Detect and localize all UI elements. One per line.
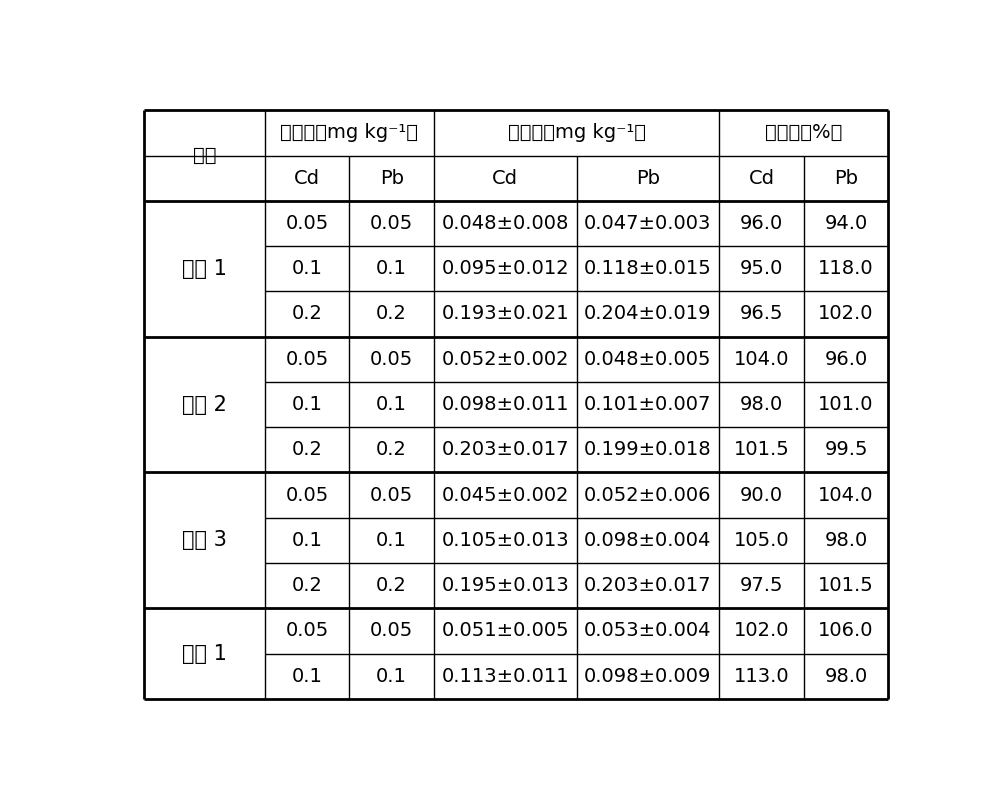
Text: 113.0: 113.0 (734, 667, 789, 686)
Text: 0.05: 0.05 (370, 214, 413, 233)
Text: 0.098±0.009: 0.098±0.009 (584, 667, 711, 686)
Text: 0.203±0.017: 0.203±0.017 (441, 440, 569, 459)
Text: 0.1: 0.1 (292, 667, 322, 686)
Text: 0.047±0.003: 0.047±0.003 (584, 214, 711, 233)
Text: 0.052±0.002: 0.052±0.002 (441, 350, 569, 369)
Text: 0.193±0.021: 0.193±0.021 (441, 304, 569, 323)
Text: 98.0: 98.0 (824, 531, 868, 550)
Text: 0.05: 0.05 (285, 350, 329, 369)
Text: 104.0: 104.0 (734, 350, 789, 369)
Text: 0.053±0.004: 0.053±0.004 (584, 622, 712, 641)
Text: 0.203±0.017: 0.203±0.017 (584, 576, 712, 595)
Text: 101.5: 101.5 (818, 576, 874, 595)
Text: 0.101±0.007: 0.101±0.007 (584, 395, 711, 414)
Text: 0.1: 0.1 (376, 259, 407, 278)
Text: 118.0: 118.0 (818, 259, 874, 278)
Text: 0.05: 0.05 (285, 214, 329, 233)
Text: 0.05: 0.05 (370, 622, 413, 641)
Text: 0.2: 0.2 (376, 440, 407, 459)
Text: 105.0: 105.0 (734, 531, 789, 550)
Text: 0.048±0.005: 0.048±0.005 (584, 350, 712, 369)
Text: 回收率（%）: 回收率（%） (765, 124, 842, 143)
Text: 0.05: 0.05 (285, 622, 329, 641)
Text: 0.2: 0.2 (376, 304, 407, 323)
Text: 0.113±0.011: 0.113±0.011 (441, 667, 569, 686)
Text: 0.1: 0.1 (292, 531, 322, 550)
Text: 98.0: 98.0 (824, 667, 868, 686)
Text: 94.0: 94.0 (824, 214, 868, 233)
Text: 99.5: 99.5 (824, 440, 868, 459)
Text: 101.0: 101.0 (818, 395, 874, 414)
Text: 106.0: 106.0 (818, 622, 874, 641)
Text: 0.05: 0.05 (370, 350, 413, 369)
Text: 0.199±0.018: 0.199±0.018 (584, 440, 712, 459)
Text: 0.2: 0.2 (376, 576, 407, 595)
Text: 101.5: 101.5 (734, 440, 789, 459)
Text: 96.0: 96.0 (740, 214, 783, 233)
Text: 96.5: 96.5 (740, 304, 783, 323)
Text: 97.5: 97.5 (740, 576, 783, 595)
Text: 102.0: 102.0 (734, 622, 789, 641)
Text: 0.05: 0.05 (285, 485, 329, 505)
Text: 0.048±0.008: 0.048±0.008 (442, 214, 569, 233)
Text: 0.2: 0.2 (292, 440, 322, 459)
Text: 0.098±0.004: 0.098±0.004 (584, 531, 711, 550)
Text: 0.045±0.002: 0.045±0.002 (441, 485, 569, 505)
Text: 0.118±0.015: 0.118±0.015 (584, 259, 712, 278)
Text: 102.0: 102.0 (818, 304, 874, 323)
Text: 96.0: 96.0 (824, 350, 868, 369)
Text: Pb: Pb (636, 169, 660, 188)
Text: 0.095±0.012: 0.095±0.012 (441, 259, 569, 278)
Text: 0.1: 0.1 (376, 667, 407, 686)
Text: Cd: Cd (492, 169, 518, 188)
Text: 加入量（mg kg⁻¹）: 加入量（mg kg⁻¹） (280, 124, 418, 143)
Text: Pb: Pb (380, 169, 404, 188)
Text: 98.0: 98.0 (740, 395, 783, 414)
Text: 90.0: 90.0 (740, 485, 783, 505)
Text: 0.1: 0.1 (292, 259, 322, 278)
Text: 0.098±0.011: 0.098±0.011 (441, 395, 569, 414)
Text: 花生 1: 花生 1 (182, 644, 227, 664)
Text: 0.1: 0.1 (376, 531, 407, 550)
Text: 大豆 2: 大豆 2 (182, 394, 227, 414)
Text: 回收量（mg kg⁻¹）: 回收量（mg kg⁻¹） (508, 124, 646, 143)
Text: 95.0: 95.0 (740, 259, 783, 278)
Text: 0.05: 0.05 (370, 485, 413, 505)
Text: 0.051±0.005: 0.051±0.005 (441, 622, 569, 641)
Text: 大豆 1: 大豆 1 (182, 259, 227, 279)
Text: 0.2: 0.2 (292, 304, 322, 323)
Text: 0.1: 0.1 (292, 395, 322, 414)
Text: 0.2: 0.2 (292, 576, 322, 595)
Text: 样品: 样品 (193, 146, 216, 165)
Text: 0.1: 0.1 (376, 395, 407, 414)
Text: Pb: Pb (834, 169, 858, 188)
Text: 0.105±0.013: 0.105±0.013 (441, 531, 569, 550)
Text: 104.0: 104.0 (818, 485, 874, 505)
Text: Cd: Cd (294, 169, 320, 188)
Text: 大豆 3: 大豆 3 (182, 531, 227, 550)
Text: Cd: Cd (748, 169, 774, 188)
Text: 0.195±0.013: 0.195±0.013 (441, 576, 569, 595)
Text: 0.204±0.019: 0.204±0.019 (584, 304, 712, 323)
Text: 0.052±0.006: 0.052±0.006 (584, 485, 712, 505)
